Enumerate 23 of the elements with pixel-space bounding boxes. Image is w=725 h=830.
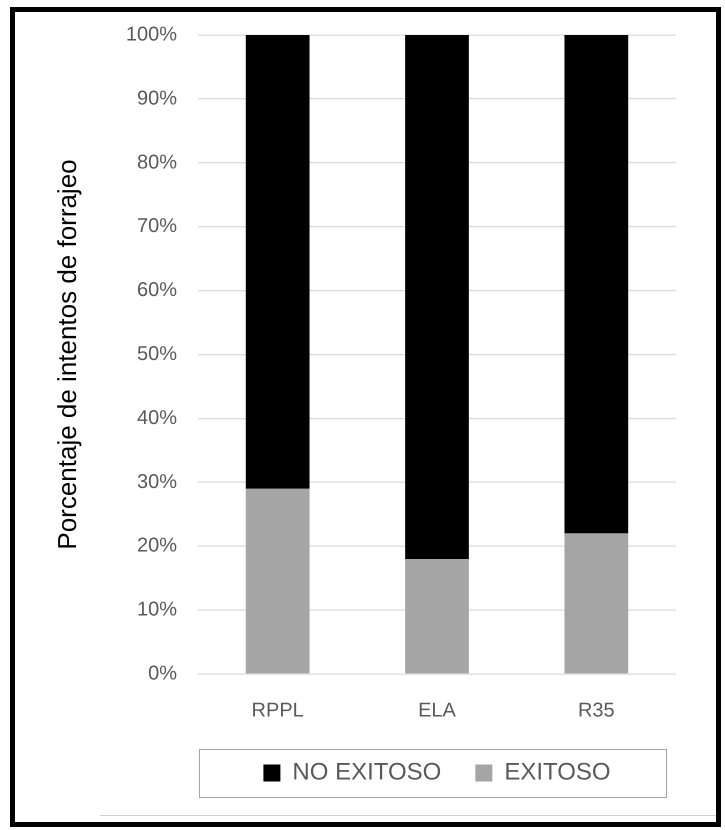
y-axis-title: Porcentaje de intentos de forrajeo [52, 159, 82, 550]
y-tick-label: 70% [136, 215, 178, 238]
y-tick-label: 100% [126, 24, 178, 46]
y-tick-label: 0% [148, 662, 178, 685]
bar [405, 35, 469, 559]
y-tick-label: 10% [136, 598, 178, 621]
x-tick-label: RPPL [252, 700, 304, 722]
bar [246, 488, 310, 674]
bar [246, 35, 310, 489]
y-tick-label: 20% [136, 534, 178, 557]
y-tick-label: 50% [136, 343, 178, 366]
bar [564, 35, 628, 534]
y-tick-label: 80% [136, 151, 178, 174]
y-tick-label: 60% [136, 279, 178, 302]
x-tick-label: ELA [418, 700, 457, 722]
bar [405, 558, 469, 674]
y-tick-label: 40% [136, 406, 178, 429]
x-tick-label: R35 [578, 700, 615, 722]
y-tick-label: 30% [136, 470, 178, 493]
legend-label: NO EXITOSO [292, 758, 442, 786]
y-tick-label: 90% [136, 87, 178, 110]
bar [564, 533, 628, 674]
legend-label: EXITOSO [504, 758, 611, 786]
